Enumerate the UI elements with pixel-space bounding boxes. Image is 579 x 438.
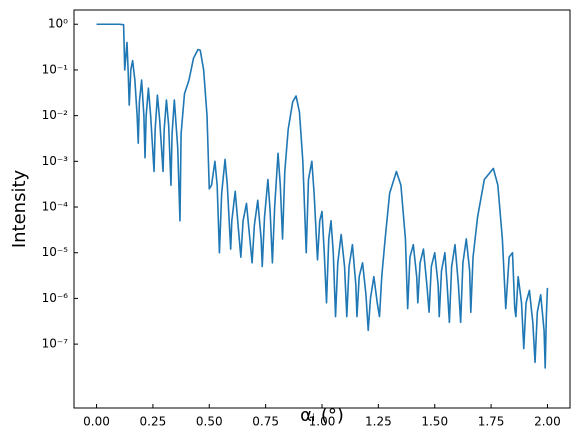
x-tick-label: 1.75 (478, 415, 505, 429)
x-tick-label: 0.00 (83, 415, 110, 429)
x-tick-label: 1.50 (421, 415, 448, 429)
y-tick-label: 10⁻¹ (42, 62, 69, 76)
x-tick-label: 0.75 (252, 415, 279, 429)
y-tick-label: 10⁻⁶ (42, 291, 69, 305)
plot-frame (73, 9, 571, 409)
y-tick-label: 10⁻³ (42, 154, 69, 168)
x-axis-label: αᵢ (°) (300, 405, 344, 426)
y-tick-label: 10⁻⁵ (42, 245, 69, 259)
x-tick-label: 0.50 (196, 415, 223, 429)
x-tick-label: 2.00 (534, 415, 561, 429)
y-tick-label: 10⁰ (48, 17, 68, 31)
data-line (96, 23, 549, 369)
y-axis-label: Intensity (9, 169, 30, 248)
y-tick-label: 10⁻⁷ (42, 337, 69, 351)
x-tick-label: 0.25 (140, 415, 167, 429)
x-tick-label: 1.00 (309, 415, 336, 429)
y-tick-label: 10⁻⁴ (42, 200, 69, 214)
y-tick-label: 10⁻² (42, 108, 69, 122)
x-tick-label: 1.25 (365, 415, 392, 429)
